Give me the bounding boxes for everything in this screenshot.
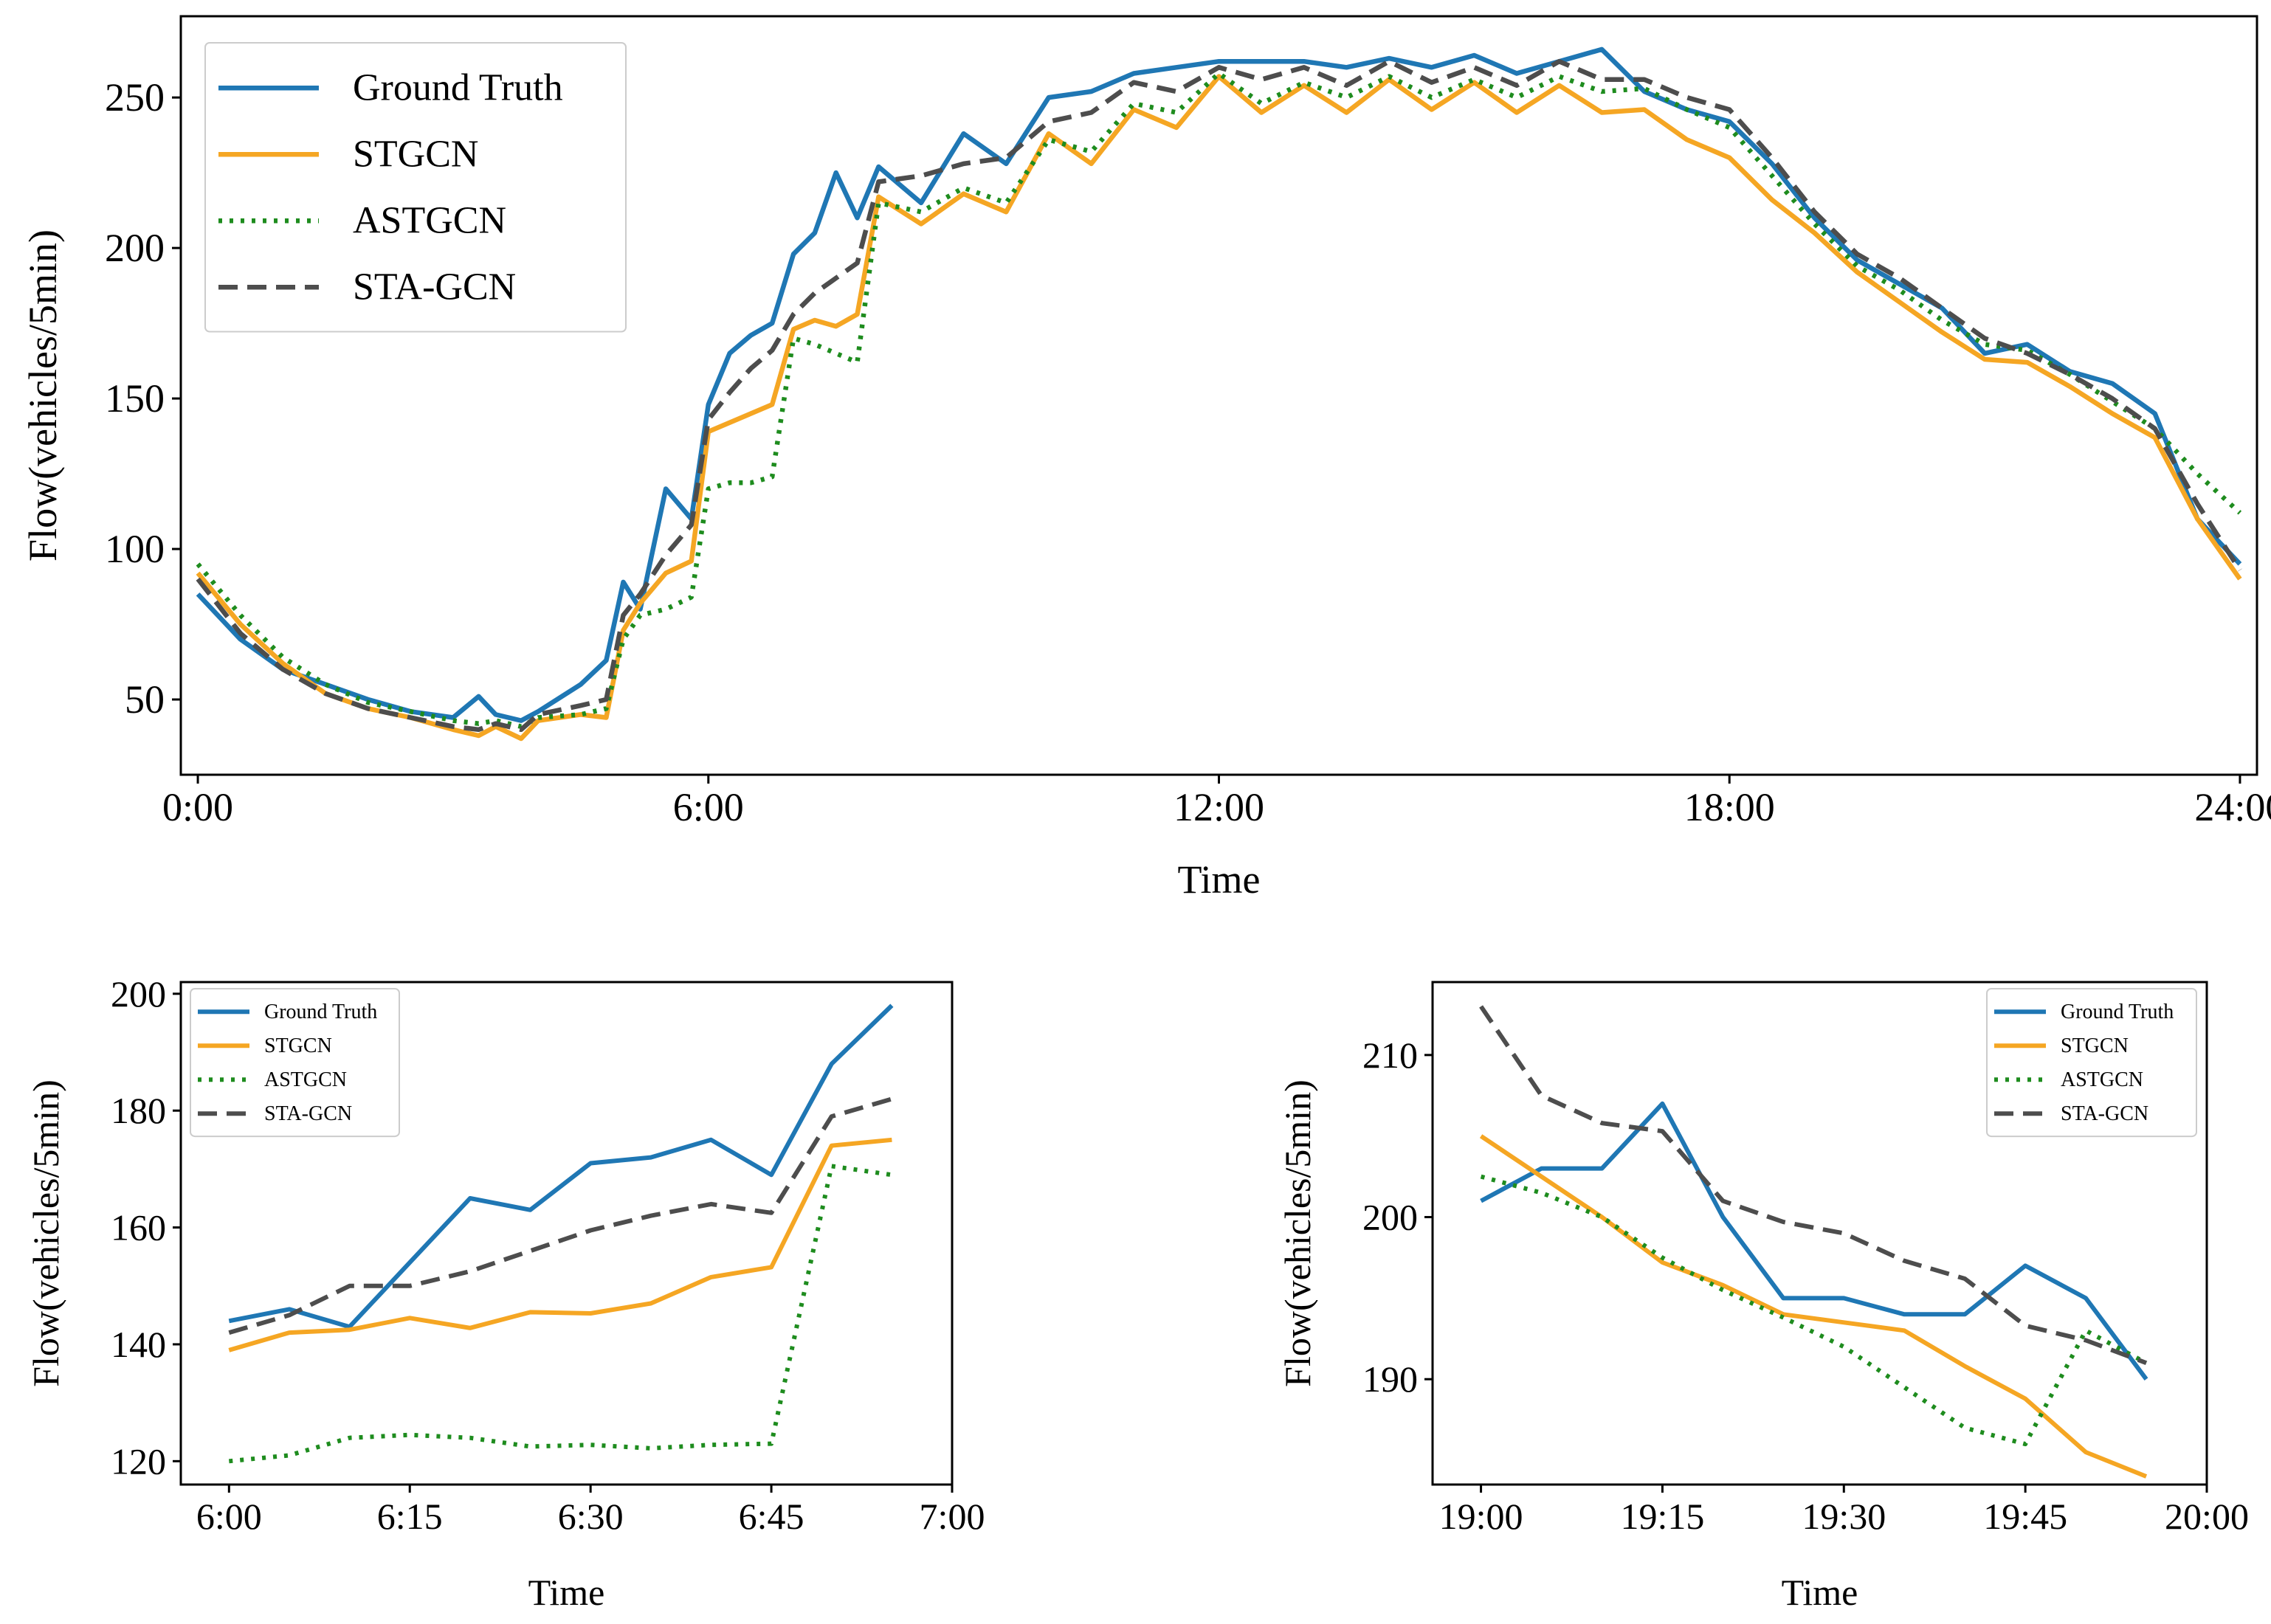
legend-label: STGCN (2061, 1034, 2129, 1057)
legend-label: Ground Truth (2061, 1001, 2174, 1023)
series-line-ground-truth (196, 46, 2242, 723)
legend-label: ASTGCN (264, 1068, 347, 1091)
chart-3: 19:00 19:15 19:30 19:45 20:00 190 200 210 Time Fl… (1277, 981, 2249, 1613)
y-tick-label: 160 (111, 1207, 166, 1248)
x-tick-label: 20:00 (2165, 1496, 2249, 1537)
x-axis-label: Time (1177, 857, 1260, 902)
chart-2: 6:00 6:15 6:30 6:45 7:00 120 140 160 180 200 Time F… (25, 973, 985, 1613)
x-tick-label: 19:45 (1983, 1496, 2067, 1537)
y-tick-label: 100 (105, 527, 165, 571)
chart-1: 0:00 6:00 12:00 18:00 24:00 50 100 150 200 250 Tim… (21, 15, 2271, 902)
y-tick-label: 50 (125, 677, 165, 722)
x-axis-label: Time (528, 1572, 605, 1613)
x-tick-label: 6:00 (673, 785, 744, 829)
legend-label: STA-GCN (353, 266, 516, 308)
series-line-ground-truth (228, 1003, 894, 1330)
series-group (1479, 1005, 2148, 1479)
series-line-stgcn (1479, 1134, 2148, 1479)
x-tick-label: 7:00 (920, 1496, 985, 1537)
legend-label: Ground Truth (353, 67, 563, 109)
plot-frame (179, 981, 954, 1486)
legend: Ground Truth STGCN ASTGCN STA-GCN (204, 42, 627, 333)
legend: Ground Truth STGCN ASTGCN STA-GCN (1986, 988, 2197, 1138)
y-tick-label: 120 (111, 1440, 166, 1482)
y-tick-label: 200 (111, 973, 166, 1015)
legend-box (190, 988, 400, 1138)
y-tick-label: 190 (1362, 1358, 1418, 1400)
legend-box (1986, 988, 2197, 1138)
x-tick-label: 6:00 (196, 1496, 262, 1537)
series-line-astgcn (229, 1164, 892, 1464)
x-axis-label: Time (1782, 1572, 1858, 1613)
legend-label: STA-GCN (264, 1102, 352, 1125)
legend-box (204, 42, 627, 333)
legend-label: STGCN (353, 134, 478, 176)
legend-label: STGCN (264, 1034, 332, 1057)
series-line-sta-gcn (228, 1096, 893, 1335)
y-axis-label: Flow(vehicles/5min) (1277, 1079, 1318, 1387)
x-tick-label: 6:15 (377, 1496, 443, 1537)
legend-label: STA-GCN (2061, 1102, 2148, 1125)
plot-frame (1431, 981, 2208, 1486)
x-tick-label: 19:00 (1439, 1496, 1523, 1537)
y-axis-label: Flow(vehicles/5min) (21, 229, 65, 562)
y-tick-label: 210 (1362, 1034, 1418, 1076)
y-tick-label: 140 (111, 1324, 166, 1365)
y-axis-label: Flow(vehicles/5min) (25, 1079, 66, 1387)
legend: Ground Truth STGCN ASTGCN STA-GCN (190, 988, 400, 1138)
y-tick-label: 150 (105, 376, 165, 421)
x-tick-label: 6:30 (558, 1496, 624, 1537)
series-group (228, 1003, 894, 1464)
y-tick-label: 200 (1362, 1197, 1418, 1238)
x-tick-label: 24:00 (2194, 785, 2271, 829)
series-line-sta-gcn (1479, 1005, 2148, 1366)
x-tick-label: 12:00 (1174, 785, 1264, 829)
y-tick-label: 180 (111, 1090, 166, 1131)
x-tick-label: 19:30 (1802, 1496, 1886, 1537)
y-tick-label: 250 (105, 75, 165, 120)
x-tick-label: 18:00 (1684, 785, 1775, 829)
x-tick-label: 19:15 (1620, 1496, 1704, 1537)
x-tick-label: 0:00 (162, 785, 233, 829)
series-line-ground-truth (1480, 1101, 2148, 1381)
legend-label: ASTGCN (2061, 1068, 2143, 1091)
y-tick-label: 200 (105, 226, 165, 270)
x-tick-label: 6:45 (739, 1496, 804, 1537)
series-line-astgcn (1480, 1174, 2148, 1447)
series-group (196, 46, 2242, 742)
series-line-sta-gcn (196, 58, 2242, 733)
series-line-stgcn (228, 1137, 892, 1352)
legend-label: ASTGCN (353, 200, 506, 242)
legend-label: Ground Truth (264, 1001, 377, 1023)
